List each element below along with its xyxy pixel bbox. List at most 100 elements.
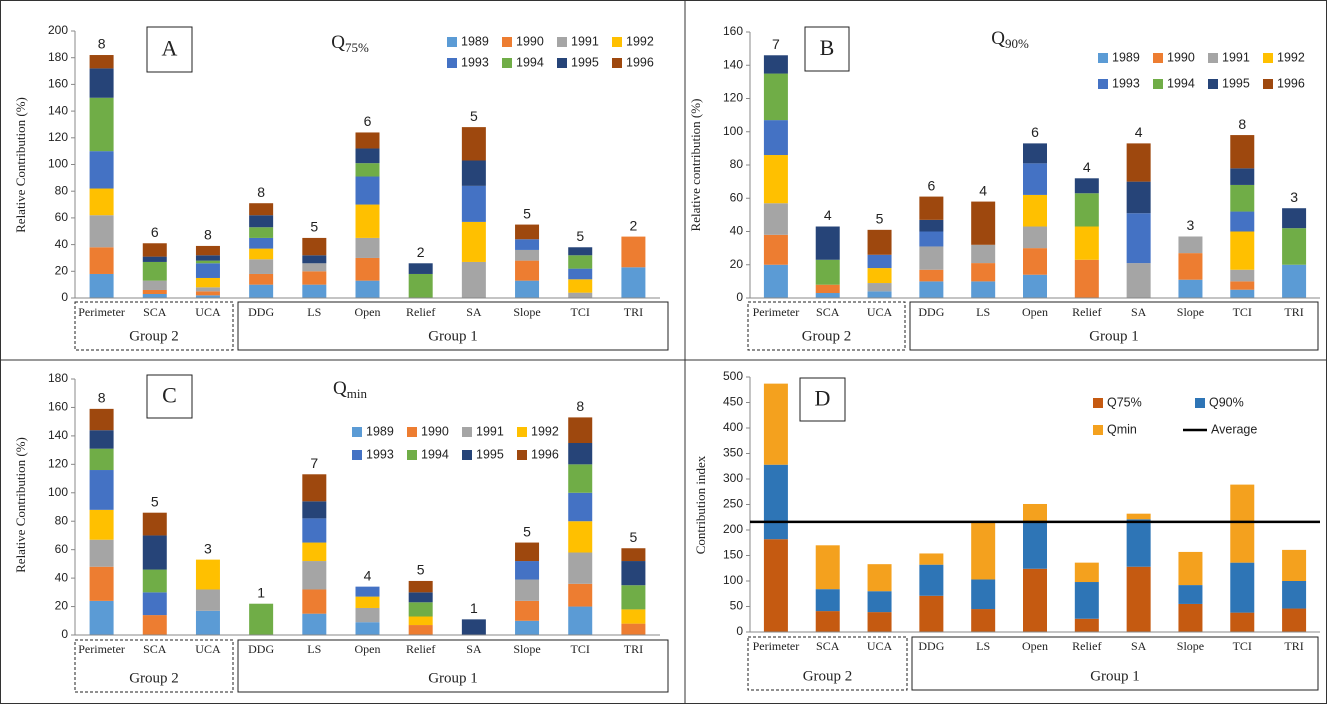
bar-segment bbox=[89, 151, 114, 189]
legend-label: 1989 bbox=[1112, 50, 1140, 64]
bar-segment bbox=[355, 204, 380, 238]
bar-segment bbox=[763, 234, 788, 265]
bar-segment bbox=[89, 68, 114, 98]
bar-segment bbox=[249, 203, 274, 216]
bar-segment bbox=[1023, 274, 1047, 298]
bar-segment bbox=[815, 284, 840, 294]
legend-swatch bbox=[352, 450, 362, 460]
bar-segment bbox=[1074, 178, 1099, 194]
bar-segment bbox=[1282, 581, 1307, 609]
bar-count-label: 8 bbox=[576, 398, 584, 414]
bar-segment bbox=[971, 579, 996, 610]
bar-segment bbox=[763, 155, 788, 204]
bar-segment bbox=[621, 548, 646, 562]
legend-swatch bbox=[1153, 53, 1163, 63]
y-tick-label: 80 bbox=[55, 513, 69, 527]
y-tick-label: 40 bbox=[55, 237, 69, 251]
bar-segment bbox=[919, 595, 944, 632]
bar-segment bbox=[1023, 143, 1047, 164]
bar-segment bbox=[971, 609, 996, 632]
bar-count-label: 3 bbox=[204, 540, 212, 556]
bar-segment bbox=[142, 243, 167, 257]
x-tick-label: DDG bbox=[918, 305, 944, 319]
bar-segment bbox=[355, 257, 380, 281]
chart-title: Qmin bbox=[333, 378, 367, 401]
x-tick-label: Relief bbox=[1072, 305, 1101, 319]
bar-segment bbox=[355, 596, 380, 608]
panel-label-box bbox=[804, 26, 850, 72]
bar-segment bbox=[195, 263, 220, 278]
bar-segment bbox=[355, 622, 380, 635]
bar-segment bbox=[302, 613, 327, 635]
bar-segment bbox=[302, 474, 327, 502]
legend-swatch bbox=[1153, 79, 1163, 89]
bar-segment bbox=[408, 580, 433, 593]
group-box bbox=[237, 639, 669, 693]
bar-segment bbox=[142, 512, 167, 536]
bar-segment bbox=[249, 248, 274, 260]
legend-label: Q75% bbox=[1107, 395, 1142, 409]
bar-count-label: 1 bbox=[257, 584, 265, 600]
bar-segment bbox=[461, 221, 486, 262]
legend-swatch bbox=[1208, 53, 1218, 63]
legend-label: 1994 bbox=[516, 55, 544, 69]
y-tick-label: 40 bbox=[55, 570, 69, 584]
bar-segment bbox=[249, 603, 274, 635]
bar-segment bbox=[1126, 263, 1151, 298]
bar-segment bbox=[461, 619, 486, 635]
bar-segment bbox=[1282, 264, 1307, 298]
panel-label: D bbox=[815, 386, 831, 411]
bar-segment bbox=[919, 196, 944, 220]
x-tick-label: LS bbox=[976, 305, 990, 319]
bar-segment bbox=[302, 284, 327, 298]
group-label: Group 1 bbox=[428, 328, 478, 344]
bar-count-label: 7 bbox=[310, 455, 318, 471]
bar-segment bbox=[621, 236, 646, 268]
legend-label: 1992 bbox=[531, 424, 559, 438]
bar-count-label: 6 bbox=[151, 224, 159, 240]
bar-segment bbox=[1074, 226, 1099, 260]
y-tick-label: 140 bbox=[48, 428, 68, 442]
bar-segment bbox=[515, 249, 540, 261]
bar-segment bbox=[1230, 484, 1255, 563]
panel-label: B bbox=[820, 35, 835, 60]
bar-segment bbox=[355, 163, 380, 177]
bar-segment bbox=[971, 201, 996, 245]
x-tick-label: TCI bbox=[1233, 639, 1252, 653]
x-tick-label: Perimeter bbox=[753, 305, 800, 319]
bar-segment bbox=[1178, 253, 1203, 280]
legend-swatch bbox=[1093, 425, 1103, 435]
bar-segment bbox=[195, 610, 220, 635]
bar-segment bbox=[142, 289, 167, 294]
legend-label: 1993 bbox=[1112, 76, 1140, 90]
legend-swatch bbox=[352, 427, 362, 437]
bar-segment bbox=[867, 612, 892, 632]
bar-segment bbox=[302, 589, 327, 614]
bar-segment bbox=[408, 273, 433, 298]
bar-segment bbox=[568, 255, 593, 269]
bar-segment bbox=[195, 277, 220, 288]
group-box bbox=[911, 636, 1319, 691]
bar-segment bbox=[461, 127, 486, 161]
bar-segment bbox=[815, 611, 840, 632]
bar-segment bbox=[1230, 184, 1255, 212]
x-tick-label: DDG bbox=[248, 305, 274, 319]
x-tick-label: SA bbox=[1131, 305, 1147, 319]
legend-swatch bbox=[502, 37, 512, 47]
group-box bbox=[747, 301, 906, 351]
bar-segment bbox=[1178, 551, 1203, 586]
bar-count-label: 7 bbox=[772, 36, 780, 52]
bar-segment bbox=[89, 430, 114, 449]
bar-segment bbox=[515, 239, 540, 250]
bar-segment bbox=[515, 542, 540, 562]
y-tick-label: 60 bbox=[730, 190, 744, 204]
bar-segment bbox=[568, 492, 593, 522]
x-tick-label: SCA bbox=[143, 305, 167, 319]
bar-segment bbox=[1126, 143, 1151, 182]
bar-segment bbox=[763, 264, 788, 298]
x-tick-label: LS bbox=[307, 305, 321, 319]
bar-segment bbox=[515, 579, 540, 601]
bar-segment bbox=[142, 280, 167, 290]
group-box bbox=[74, 301, 234, 351]
x-tick-label: LS bbox=[307, 642, 321, 656]
